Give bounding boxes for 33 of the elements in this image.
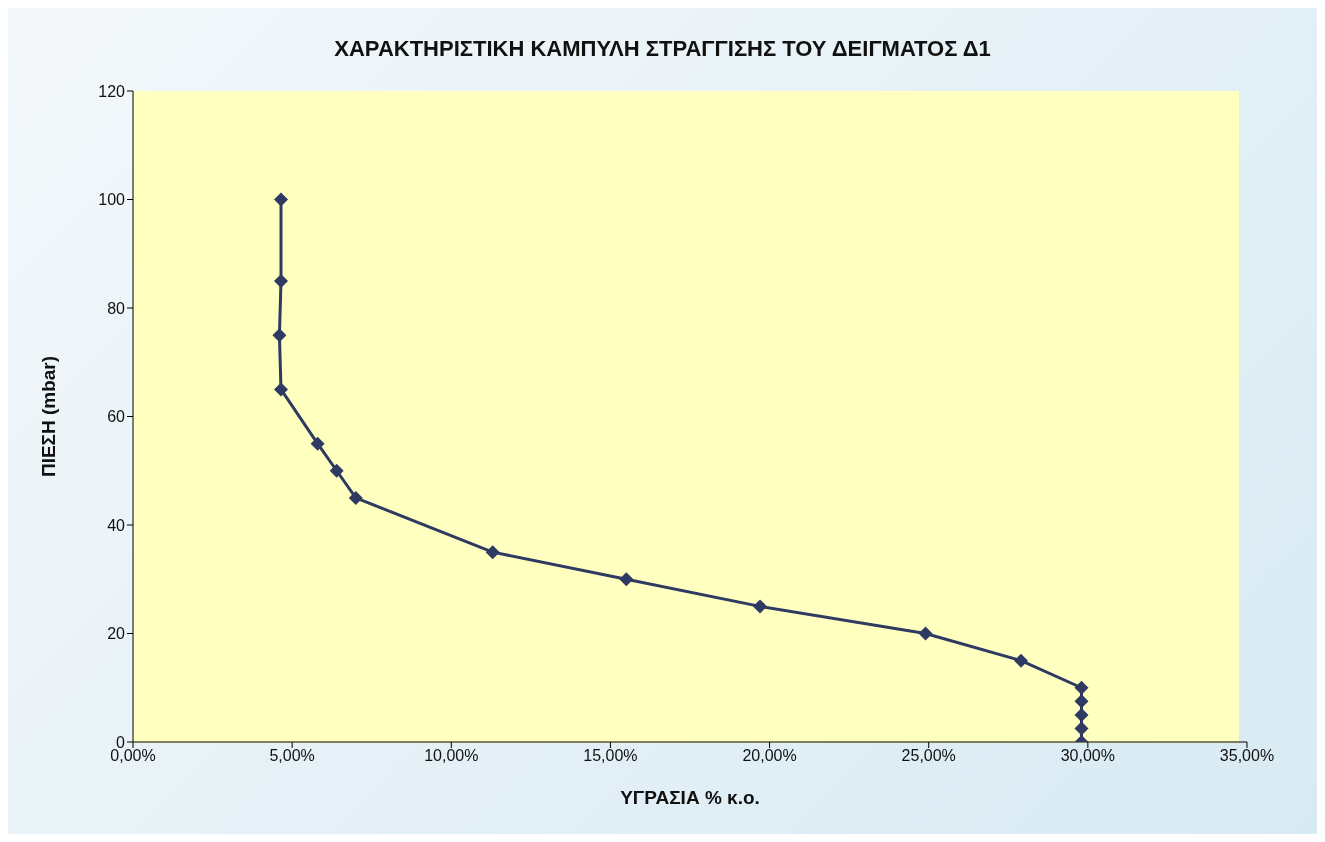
x-tick-label: 15,00% [583, 747, 638, 765]
point [1074, 694, 1089, 709]
x-tick-label: 30,00% [1060, 747, 1115, 765]
y-tick-label: 100 [98, 191, 126, 209]
y-tick-label: 20 [107, 625, 126, 643]
point [918, 626, 933, 641]
point [485, 545, 500, 560]
chart-title: ΧΑΡΑΚΤΗΡΙΣΤΙΚΗ ΚΑΜΠΥΛΗ ΣΤΡΑΓΓΙΣΗΣ ΤΟΥ ΔΕΙΓΜΑΤΟΣ Δ1 [333, 36, 992, 62]
y-tick-label: 40 [107, 516, 126, 534]
point [274, 382, 288, 397]
point [1074, 721, 1089, 736]
x-tick-label: 5,00% [269, 747, 315, 765]
point [1014, 653, 1029, 668]
x-axis-title: ΥΓΡΑΣΙΑ % κ.ο. [620, 787, 760, 808]
point [274, 192, 288, 207]
y-tick-label: 60 [107, 408, 126, 426]
x-tick-label: 35,00% [1219, 747, 1275, 765]
point [310, 436, 325, 451]
x-tick-label: 0,00% [110, 747, 156, 765]
point [1074, 707, 1089, 722]
point [348, 490, 363, 505]
point [753, 599, 768, 614]
y-tick-label: 120 [98, 82, 126, 100]
y-tick-label: 80 [107, 299, 126, 317]
point [272, 328, 287, 343]
x-tick-label: 20,00% [742, 747, 797, 765]
point [329, 463, 344, 478]
point [274, 273, 288, 288]
x-tick-label: 10,00% [424, 747, 479, 765]
y-axis-title: ΠΙΕΣΗ (mbar) [37, 355, 59, 478]
point [1074, 680, 1089, 695]
x-tick-label: 25,00% [901, 747, 956, 765]
point [619, 572, 634, 587]
